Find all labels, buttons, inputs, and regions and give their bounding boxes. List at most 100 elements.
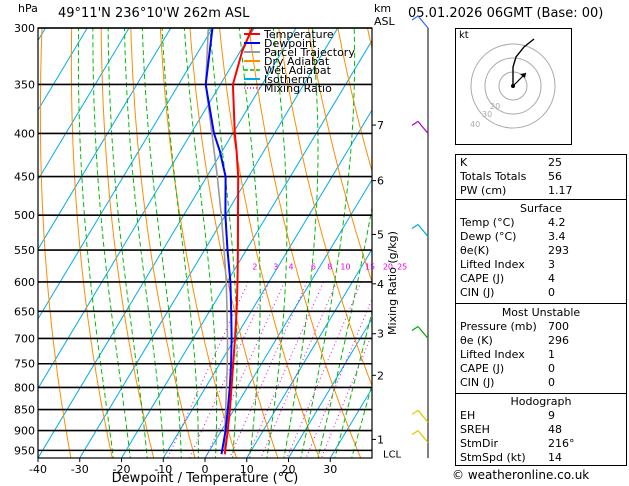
- wet-adiabat-line: [183, 28, 218, 458]
- index-label: EH: [460, 409, 476, 422]
- hodo-row-sreh: SREH 48: [456, 423, 626, 437]
- isotherm-line: [204, 178, 372, 458]
- index-value: 0: [548, 286, 555, 299]
- isotherm-line: [288, 317, 372, 458]
- index-value: 56: [548, 170, 562, 183]
- index-value: 1: [548, 348, 555, 361]
- pressure-tick-label: 400: [14, 127, 35, 140]
- index-label: Totals Totals: [460, 170, 527, 183]
- dewpoint-line: [204, 28, 233, 455]
- pressure-tick-label: 650: [14, 305, 35, 318]
- index-label: K: [460, 156, 468, 169]
- km-tick-label: 4: [377, 278, 384, 291]
- wind-barb-flag: [411, 224, 419, 230]
- mixing-ratio-line: [246, 281, 324, 458]
- index-value: 293: [548, 244, 569, 257]
- surface-row-cin: CIN (J) 0: [456, 286, 626, 300]
- surface-row-lifted: Lifted Index 3: [456, 258, 626, 272]
- dry-adiabat-line: [337, 28, 372, 173]
- surface-row-cape: CAPE (J) 4: [456, 272, 626, 286]
- location-title: 49°11'N 236°10'W 262m ASL: [58, 6, 250, 21]
- isotherm-line: [79, 28, 339, 458]
- dry-adiabat-line: [130, 28, 196, 458]
- index-value: 216°: [548, 437, 575, 450]
- index-label: Temp (°C): [460, 216, 515, 229]
- index-label: StmSpd (kt): [460, 451, 526, 464]
- index-row-pw: PW (cm) 1.17: [456, 184, 626, 198]
- storm-motion-arrowhead: [520, 73, 526, 78]
- lcl-label: LCL: [383, 449, 402, 460]
- asl-axis-label: ASL: [374, 15, 395, 28]
- pressure-tick-label: 950: [14, 444, 35, 457]
- mu-row-theta-e: θe (K) 296: [456, 334, 626, 348]
- hodograph-ring-label-20: 20: [490, 102, 500, 111]
- mixing-ratio-label: 6: [311, 262, 316, 271]
- mixing-ratio-line: [189, 281, 270, 458]
- isotherm-line: [162, 109, 372, 458]
- pressure-tick-label: 500: [14, 209, 35, 222]
- index-label: θe(K): [460, 244, 490, 257]
- x-tick-label: 10: [240, 463, 254, 476]
- index-value: 296: [548, 334, 569, 347]
- x-tick-label: -30: [71, 463, 89, 476]
- mixing-ratio-label: 20: [383, 262, 393, 271]
- mu-row-cape: CAPE (J) 0: [456, 362, 626, 376]
- mixing-ratio-label: 8: [327, 262, 332, 271]
- isotherm-line: [246, 248, 372, 458]
- hodograph-section-title: Hodograph: [510, 395, 572, 408]
- datetime-title: 05.01.2026 06GMT (Base: 00): [408, 6, 604, 21]
- index-label: CIN (J): [460, 286, 495, 299]
- x-axis-title: Dewpoint / Temperature (°C): [112, 471, 299, 486]
- km-tick-label: 6: [377, 175, 384, 188]
- wet-adiabat-line: [77, 28, 114, 458]
- wet-adiabat-line: [124, 28, 165, 458]
- wind-barb-flag: [411, 325, 419, 331]
- mixing-ratio-label: 3: [273, 262, 278, 271]
- index-label: CIN (J): [460, 376, 495, 389]
- isotherm-line: [38, 28, 213, 320]
- wet-adiabat-line: [141, 28, 182, 458]
- x-tick-label: -20: [113, 463, 131, 476]
- dry-adiabat-line: [70, 28, 113, 458]
- hodograph-origin: [511, 84, 515, 88]
- km-tick-label: 7: [377, 119, 384, 132]
- index-value: 14: [548, 451, 562, 464]
- surface-row-temp: Temp (°C) 4.2: [456, 216, 626, 230]
- index-value: 4.2: [548, 216, 566, 229]
- index-value: 4: [548, 272, 555, 285]
- wind-barb: [417, 326, 429, 339]
- index-value: 25: [548, 156, 562, 169]
- legend-label: Temperature: [263, 28, 334, 41]
- wind-barb-flag: [411, 120, 419, 126]
- hodograph-ring-label-40: 40: [470, 120, 480, 129]
- wet-adiabat-line: [161, 28, 199, 458]
- km-tick-label: 5: [377, 228, 384, 241]
- mixing-ratio-label: 2: [252, 262, 257, 271]
- index-value: 3.4: [548, 230, 566, 243]
- mixing-ratio-label: 15: [365, 262, 375, 271]
- wet-adiabat-line: [107, 28, 148, 458]
- dry-adiabat-line: [189, 28, 279, 458]
- indices-panel: K 25 Totals Totals 56 PW (cm) 1.17 Surface …: [455, 154, 627, 466]
- dry-adiabat-line: [39, 28, 72, 458]
- copyright-footer: © weatheronline.co.uk: [452, 468, 590, 482]
- wet-adiabat-line: [351, 382, 372, 458]
- index-label: CAPE (J): [460, 362, 505, 375]
- index-label: StmDir: [460, 437, 499, 450]
- surface-row-theta-e: θe(K) 293: [456, 244, 626, 258]
- mixing-ratio-axis-title: Mixing Ratio (g/kg): [386, 231, 399, 335]
- isotherm-line: [121, 39, 372, 458]
- pressure-tick-label: 850: [14, 404, 35, 417]
- hodograph-chart: 20 30 40: [470, 38, 556, 129]
- x-tick-label: -40: [29, 463, 47, 476]
- mixing-ratio-line: [167, 281, 249, 458]
- index-label: CAPE (J): [460, 272, 505, 285]
- mixing-ratio-line: [286, 281, 362, 458]
- pressure-tick-label: 550: [14, 244, 35, 257]
- dry-adiabat-line: [248, 28, 362, 458]
- mu-row-pressure: Pressure (mb) 700: [456, 320, 626, 334]
- index-label: Lifted Index: [460, 258, 525, 271]
- isotherm-line: [38, 28, 255, 390]
- mixing-ratio-label: 4: [289, 262, 294, 271]
- index-label: θe (K): [460, 334, 493, 347]
